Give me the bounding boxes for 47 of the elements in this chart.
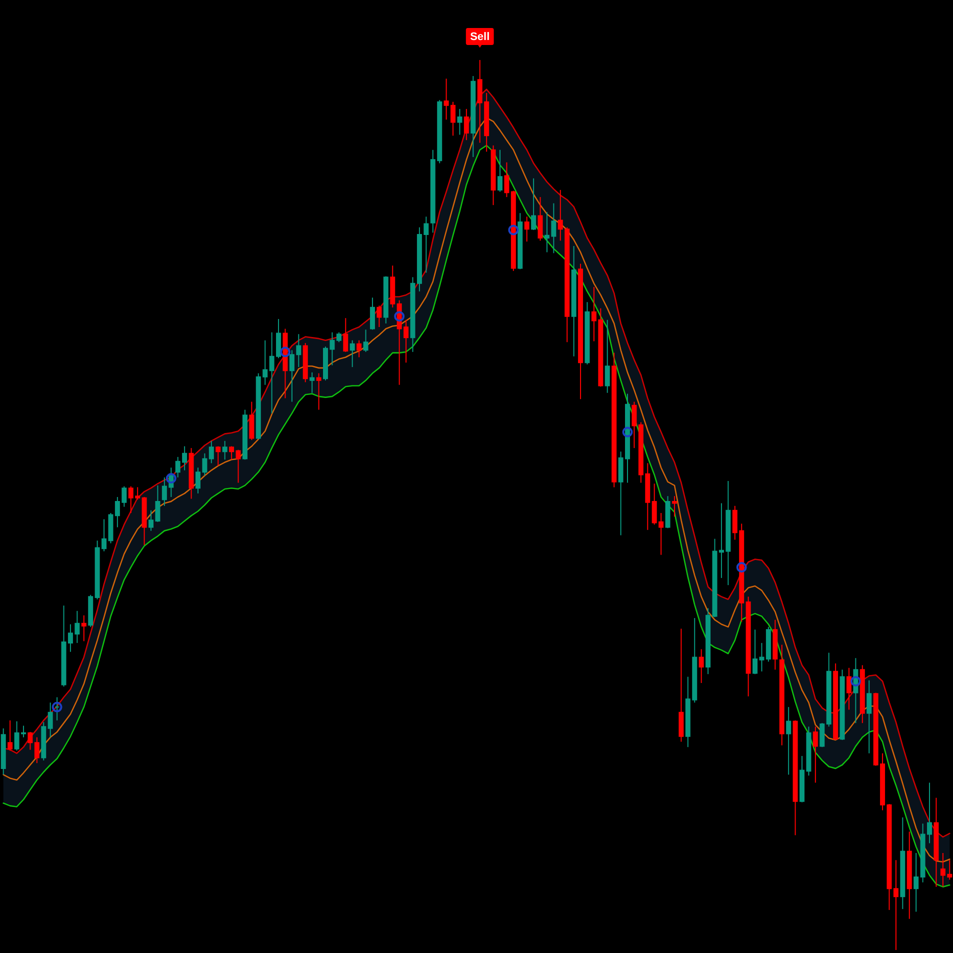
candlestick (34, 736, 40, 764)
candlestick (356, 340, 362, 358)
candlestick (222, 440, 228, 460)
candlestick (604, 319, 610, 394)
point (166, 473, 176, 484)
candlestick (632, 401, 637, 449)
candlestick (370, 297, 375, 330)
candlestick (786, 706, 792, 776)
candlestick (524, 216, 530, 242)
point (736, 562, 747, 573)
candlestick (216, 446, 221, 466)
candlestick (820, 722, 825, 748)
candlestick (672, 496, 677, 518)
candlestick (48, 702, 53, 738)
candlestick (497, 149, 502, 192)
candlestick (698, 648, 704, 684)
point (394, 311, 405, 322)
candlestick (363, 329, 368, 352)
candlestick (457, 108, 462, 136)
point (52, 702, 62, 712)
candlestick (893, 860, 898, 950)
candlestick (914, 852, 919, 912)
candlestick (316, 372, 322, 410)
point (622, 426, 633, 438)
candlestick (350, 340, 355, 368)
candlestick (531, 178, 536, 230)
point (508, 224, 519, 236)
candlestick (504, 162, 510, 198)
candlestick (8, 720, 13, 752)
candlestick (310, 372, 315, 394)
candlestick (538, 196, 543, 242)
candlestick (81, 614, 86, 642)
annotation: Sell (470, 31, 490, 43)
candlestick (866, 680, 872, 754)
candlestick (336, 332, 342, 343)
candlestick (208, 440, 214, 464)
candlestick (229, 446, 234, 460)
candlestick (812, 726, 818, 784)
candlestick (376, 305, 382, 328)
candlestick (343, 318, 348, 352)
candlestick (249, 401, 254, 441)
candlestick (464, 108, 469, 141)
candlestick (28, 731, 33, 750)
point (850, 676, 861, 686)
point (280, 346, 290, 358)
candlestick (236, 449, 241, 484)
candlestick (846, 667, 852, 710)
